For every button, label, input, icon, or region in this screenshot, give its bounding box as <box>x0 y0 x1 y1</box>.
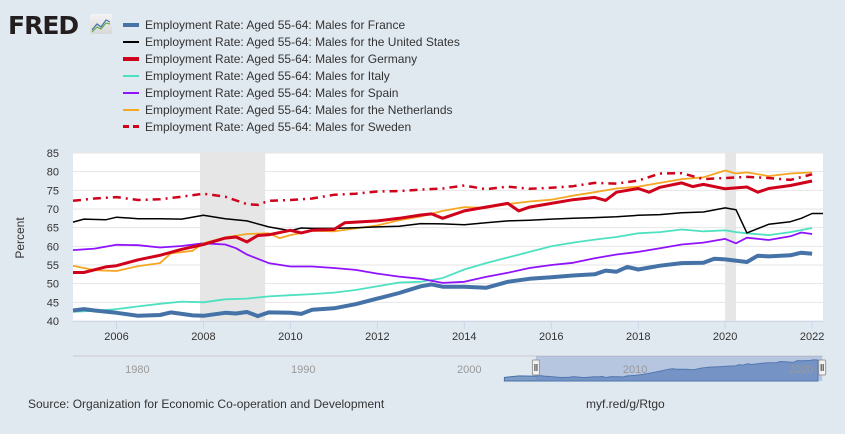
navigator-handle-left[interactable] <box>531 359 540 376</box>
series-line-6 <box>72 171 813 207</box>
y-tick-label: 80 <box>47 167 59 179</box>
legend-item[interactable]: Employment Rate: Aged 55-64: Males for t… <box>123 33 460 50</box>
drag-handle-icon <box>818 359 827 376</box>
y-tick-label: 75 <box>47 185 59 197</box>
series-line-2 <box>73 179 813 274</box>
x-tick-label: 2008 <box>191 331 215 343</box>
legend-item[interactable]: Employment Rate: Aged 55-64: Males for G… <box>123 50 460 67</box>
navigator-handle-right[interactable] <box>818 359 827 376</box>
x-tick-label: 2014 <box>452 331 476 343</box>
series-line-1 <box>72 207 823 234</box>
navigator-area <box>503 359 819 382</box>
legend-item[interactable]: Employment Rate: Aged 55-64: Males for S… <box>123 84 460 101</box>
legend-swatch <box>123 125 139 128</box>
legend-item[interactable]: Employment Rate: Aged 55-64: Males for I… <box>123 67 460 84</box>
legend-swatch <box>123 56 139 61</box>
legend-swatch <box>123 91 139 94</box>
navigator-selection[interactable] <box>535 356 823 381</box>
range-navigator[interactable]: 1980 1990 2000 2010 2020 <box>73 355 827 382</box>
x-tick-label: 2020 <box>713 331 737 343</box>
y-tick-label: 65 <box>47 223 59 235</box>
series-line-0 <box>72 250 813 319</box>
y-tick-label: 50 <box>47 279 59 291</box>
plot-area <box>73 153 823 321</box>
y-tick-label: 70 <box>47 204 59 216</box>
legend-label: Employment Rate: Aged 55-64: Males for S… <box>145 85 399 100</box>
legend-swatch <box>123 74 139 77</box>
legend-label: Employment Rate: Aged 55-64: Males for I… <box>145 68 390 83</box>
navigator-label: 1990 <box>291 364 315 376</box>
y-tick-label: 40 <box>47 316 59 328</box>
chart-line-icon <box>90 14 112 34</box>
navigator-label: 2000 <box>457 364 481 376</box>
y-tick-label: 60 <box>47 241 59 253</box>
x-tick-label: 2010 <box>278 331 302 343</box>
legend-label: Employment Rate: Aged 55-64: Males for t… <box>145 34 460 49</box>
navigator-label: 1980 <box>125 364 149 376</box>
y-tick-label: 55 <box>47 260 59 272</box>
recession-shade <box>725 153 737 321</box>
x-tick-label: 2016 <box>539 331 563 343</box>
legend-label: Employment Rate: Aged 55-64: Males for t… <box>145 102 453 117</box>
legend-swatch <box>123 40 139 43</box>
navigator-label: 2020 <box>789 364 813 376</box>
short-link[interactable]: myf.red/g/Rtgo <box>586 397 665 411</box>
x-tick-label: 2018 <box>626 331 650 343</box>
fred-logo-text: FRED <box>8 11 79 40</box>
chart-legend: Employment Rate: Aged 55-64: Males for F… <box>123 16 460 135</box>
legend-swatch <box>123 108 139 111</box>
series-line-3 <box>72 227 813 313</box>
source-note: Source: Organization for Economic Co-ope… <box>28 397 385 411</box>
y-axis-label: Percent <box>13 217 27 259</box>
legend-item[interactable]: Employment Rate: Aged 55-64: Males for t… <box>123 101 460 118</box>
navigator-label: 2010 <box>623 364 647 376</box>
legend-label: Employment Rate: Aged 55-64: Males for F… <box>145 17 406 32</box>
y-tick-label: 85 <box>47 148 59 160</box>
legend-swatch <box>123 22 139 27</box>
legend-item[interactable]: Employment Rate: Aged 55-64: Males for F… <box>123 16 460 33</box>
y-tick-label: 45 <box>47 297 59 309</box>
x-tick-label: 2012 <box>365 331 389 343</box>
legend-label: Employment Rate: Aged 55-64: Males for G… <box>145 51 418 66</box>
legend-item[interactable]: Employment Rate: Aged 55-64: Males for S… <box>123 118 460 135</box>
x-tick-label: 2006 <box>104 331 128 343</box>
x-tick-label: 2022 <box>800 331 824 343</box>
legend-label: Employment Rate: Aged 55-64: Males for S… <box>145 119 412 134</box>
drag-handle-icon <box>531 359 540 376</box>
